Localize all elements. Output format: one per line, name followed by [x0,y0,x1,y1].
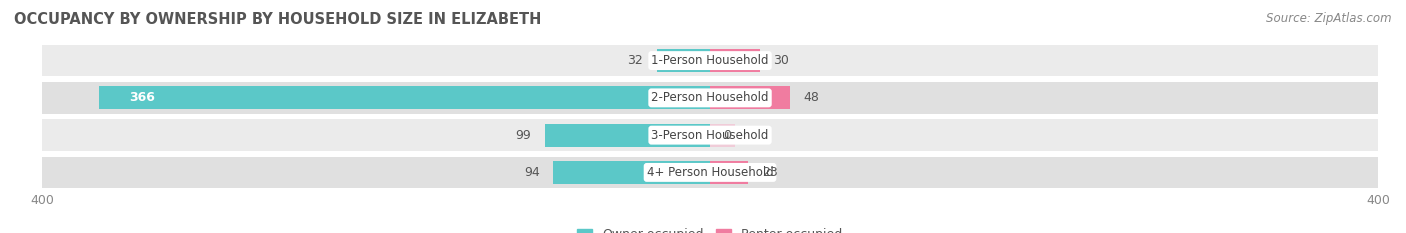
Bar [544,123,710,147]
Text: Source: ZipAtlas.com: Source: ZipAtlas.com [1267,12,1392,25]
Text: 94: 94 [524,166,540,179]
Bar [42,82,1378,114]
Bar [710,123,735,147]
Bar [42,157,1378,188]
Bar [710,49,761,72]
Text: OCCUPANCY BY OWNERSHIP BY HOUSEHOLD SIZE IN ELIZABETH: OCCUPANCY BY OWNERSHIP BY HOUSEHOLD SIZE… [14,12,541,27]
Bar [710,161,748,184]
Bar [553,161,710,184]
Bar [42,45,1378,76]
Bar [710,86,790,110]
Text: 99: 99 [516,129,531,142]
Text: 366: 366 [129,91,155,104]
Bar [98,86,710,110]
Text: 32: 32 [627,54,643,67]
Text: 1-Person Household: 1-Person Household [651,54,769,67]
Text: 23: 23 [762,166,778,179]
Bar [657,49,710,72]
Text: 3-Person Household: 3-Person Household [651,129,769,142]
Text: 4+ Person Household: 4+ Person Household [647,166,773,179]
Text: 2-Person Household: 2-Person Household [651,91,769,104]
Text: 48: 48 [803,91,820,104]
Bar [42,119,1378,151]
Legend: Owner-occupied, Renter-occupied: Owner-occupied, Renter-occupied [576,229,844,233]
Text: 30: 30 [773,54,789,67]
Text: 0: 0 [723,129,731,142]
